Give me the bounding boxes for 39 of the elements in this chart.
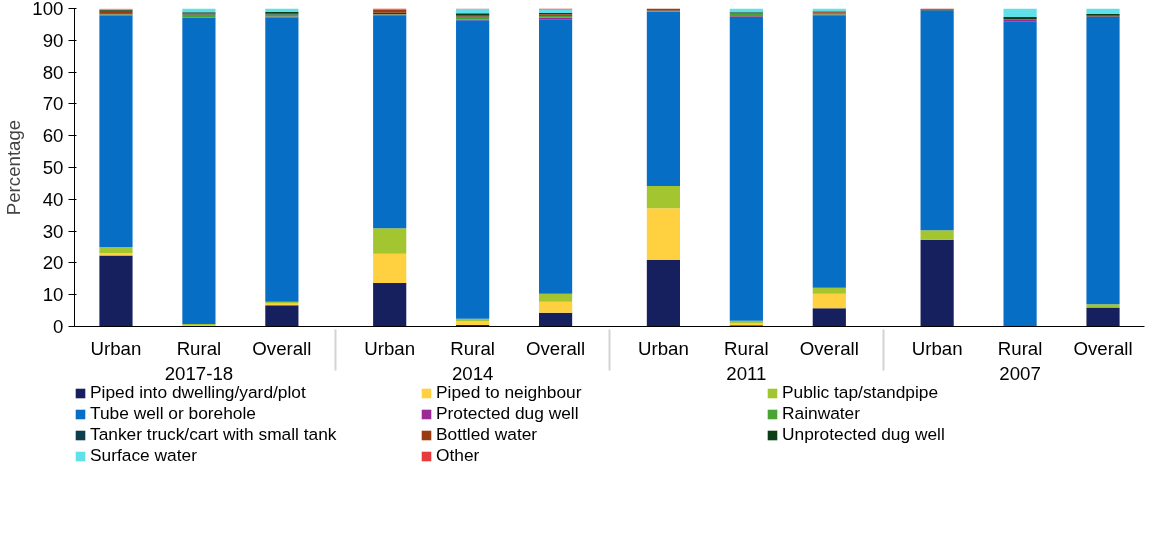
legend-label: Tanker truck/cart with small tank bbox=[90, 424, 338, 445]
legend-label: Public tap/standpipe bbox=[782, 382, 940, 403]
x-tick-label: Rural bbox=[176, 337, 222, 359]
y-tick-label: 70 bbox=[42, 93, 64, 115]
x-tick-label: Rural bbox=[724, 337, 769, 359]
y-tick-label: 30 bbox=[42, 220, 64, 242]
x-tick-label: Overall bbox=[799, 337, 859, 359]
legend-label: Tube well or borehole bbox=[90, 403, 257, 424]
text: 2007 bbox=[999, 362, 1041, 384]
legend-label: Piped into dwelling/yard/plot bbox=[90, 382, 307, 403]
legend-label: Protected dug well bbox=[436, 403, 580, 424]
legend-label: Unprotected dug well bbox=[782, 424, 946, 445]
y-axis-title: Percentage bbox=[3, 119, 25, 216]
legend-label: Rainwater bbox=[782, 403, 861, 424]
y-tick-label: 10 bbox=[42, 284, 64, 306]
x-tick-label: Overall bbox=[1073, 337, 1133, 359]
x-tick-label: Rural bbox=[450, 337, 495, 359]
x-tick-label: Overall bbox=[526, 337, 586, 359]
x-tick-label: Overall bbox=[252, 337, 312, 359]
text: 2017-18 bbox=[164, 362, 234, 384]
y-tick-label: 60 bbox=[42, 125, 64, 147]
y-tick-label: 0 bbox=[53, 316, 64, 337]
y-tick-label: 90 bbox=[42, 29, 64, 51]
x-tick-label: Rural bbox=[997, 337, 1043, 359]
y-tick-label: 20 bbox=[42, 252, 64, 274]
text: 2014 bbox=[451, 362, 494, 384]
x-tick-label: Urban bbox=[364, 337, 416, 359]
legend-label: Surface water bbox=[90, 445, 198, 466]
y-tick-label: 40 bbox=[42, 188, 64, 210]
text: 2011 bbox=[726, 362, 767, 384]
x-tick-label: Urban bbox=[90, 337, 142, 359]
y-tick-label: 100 bbox=[32, 0, 64, 19]
legend-label: Other bbox=[436, 445, 481, 466]
x-tick-label: Urban bbox=[638, 337, 689, 359]
y-tick-label: 50 bbox=[42, 157, 64, 178]
legend-label: Piped to neighbour bbox=[436, 382, 583, 403]
x-tick-label: Urban bbox=[911, 337, 963, 359]
legend-label: Bottled water bbox=[436, 424, 539, 445]
y-tick-label: 80 bbox=[42, 61, 64, 83]
